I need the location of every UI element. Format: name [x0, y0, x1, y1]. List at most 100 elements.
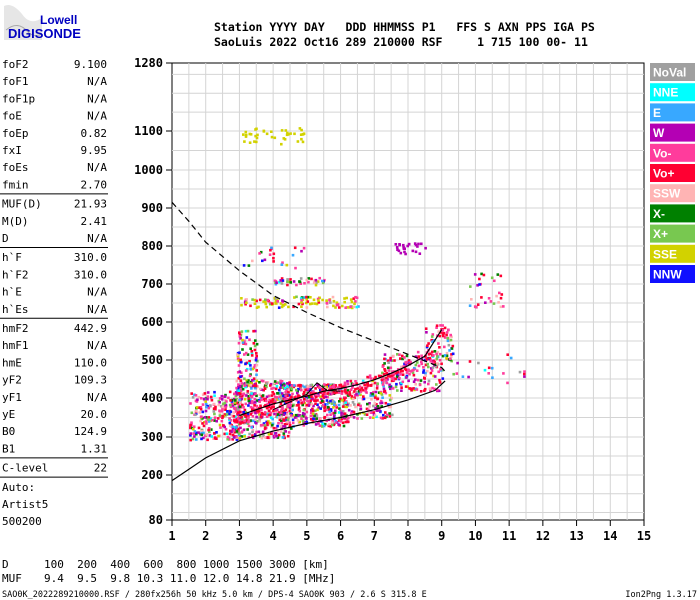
echo-dot [206, 391, 210, 394]
echo-dot [224, 408, 227, 411]
echo-dot [394, 243, 398, 246]
echo-dot [306, 387, 310, 390]
echo-dot [431, 340, 434, 343]
trace-dot [310, 395, 313, 398]
echo-dot [207, 406, 211, 410]
trace-dot [405, 360, 409, 364]
echo-dot [255, 299, 258, 303]
echo-dot [386, 359, 390, 362]
echo-dot [238, 384, 242, 388]
echo-dot [367, 408, 370, 412]
echo-dot [237, 383, 240, 386]
echo-dot [239, 360, 243, 364]
echo-dot [232, 411, 236, 414]
echo-dot [439, 367, 442, 371]
echo-dot [218, 414, 222, 417]
echo-dot [319, 395, 322, 398]
echo-dot [298, 280, 302, 284]
echo-dot [301, 412, 305, 415]
echo-dot [210, 398, 214, 402]
echo-dot [261, 379, 265, 383]
trace-dot [441, 329, 445, 332]
trace-dot [407, 368, 410, 371]
echo-dot [255, 140, 258, 144]
echo-dot [239, 358, 242, 362]
echo-dot [435, 352, 438, 356]
echo-dot [260, 398, 263, 402]
echo-dot [249, 367, 252, 370]
echo-dot [350, 395, 354, 398]
echo-dot [207, 418, 210, 421]
echo-dot [334, 388, 337, 392]
echo-dot [235, 430, 239, 433]
echo-dot [307, 404, 311, 407]
echo-dot [392, 376, 395, 380]
echo-dot [253, 397, 257, 401]
echo-dot [236, 371, 240, 374]
echo-dot [424, 359, 427, 362]
echo-dot [324, 395, 328, 399]
echo-dot [341, 405, 345, 408]
echo-dot [198, 411, 202, 414]
echo-dot [321, 420, 325, 424]
echo-dot [243, 435, 246, 438]
echo-dot [433, 375, 437, 378]
echo-dot [228, 417, 231, 420]
echo-dot [285, 411, 289, 414]
echo-dot [235, 410, 238, 413]
echo-dot [389, 387, 392, 391]
trace-dot [384, 378, 388, 382]
x-tick-label: 11 [502, 529, 516, 543]
echo-dot [435, 357, 439, 361]
echo-dot [201, 393, 205, 396]
echo-dot [199, 407, 203, 411]
echo-dot [326, 383, 330, 386]
legend-label: NNE [653, 86, 678, 100]
echo-dot [316, 408, 319, 412]
echo-dot [283, 383, 286, 386]
param-label: hmF2 [2, 322, 29, 335]
echo-dot [359, 404, 362, 408]
echo-dot [244, 369, 248, 372]
trace-dot [379, 374, 383, 378]
trace-dot [390, 376, 394, 379]
echo-dot [357, 392, 361, 395]
echo-dot [240, 397, 244, 401]
trace-dot [274, 408, 278, 411]
echo-dot [335, 421, 338, 424]
echo-dot [400, 386, 403, 389]
echo-dot [372, 416, 375, 419]
echo-dot [311, 419, 315, 423]
echo-dot [413, 366, 416, 370]
echo-dot [253, 140, 256, 143]
trace-dot [314, 399, 317, 402]
echo-dot [276, 298, 279, 301]
echo-dot [280, 397, 283, 400]
echo-dot [412, 380, 416, 383]
param-label: h`F [2, 251, 22, 264]
echo-dot [272, 392, 276, 396]
trace-dot [417, 355, 420, 358]
echo-dot [414, 378, 417, 381]
echo-dot [210, 435, 214, 438]
echo-dot [447, 343, 451, 347]
echo-dot [231, 425, 234, 429]
echo-dot [428, 387, 432, 390]
echo-dot [275, 281, 278, 284]
echo-dot [359, 407, 363, 411]
echo-dot [314, 402, 317, 405]
echo-dot [213, 416, 217, 419]
echo-dot [326, 305, 329, 309]
echo-dot [223, 401, 226, 405]
echo-dot [291, 418, 295, 422]
echo-dot [297, 413, 300, 417]
echo-dot [240, 430, 244, 433]
echo-dot [223, 432, 226, 436]
echo-dot [355, 296, 359, 300]
echo-dot [255, 404, 259, 408]
trace-dot [288, 397, 292, 401]
echo-dot [239, 426, 242, 430]
param-label: hmF1 [2, 339, 29, 352]
echo-dot [308, 388, 312, 391]
echo-dot [279, 391, 282, 395]
